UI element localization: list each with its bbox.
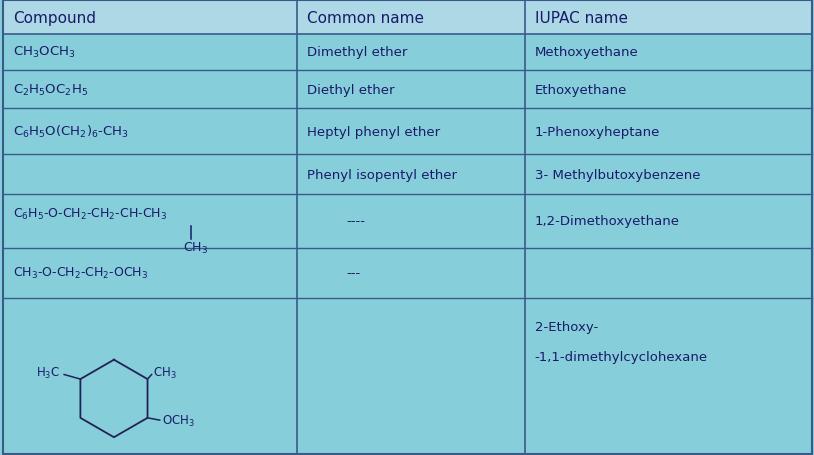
Text: $\mathrm{C_6H_5\text{-}O\text{-}CH_2\text{-}CH_2\text{-}CH\text{-}CH_3}$: $\mathrm{C_6H_5\text{-}O\text{-}CH_2\tex… (13, 206, 167, 221)
Text: Dimethyl ether: Dimethyl ether (307, 46, 407, 59)
Text: Compound: Compound (13, 10, 96, 25)
Text: 1,2-Dimethoxyethane: 1,2-Dimethoxyethane (535, 215, 680, 228)
Text: ----: ---- (346, 215, 365, 228)
FancyBboxPatch shape (3, 1, 812, 35)
Text: ---: --- (346, 267, 361, 279)
Text: $\mathrm{CH_3\text{-}O\text{-}CH_2\text{-}CH_2\text{-}OCH_3}$: $\mathrm{CH_3\text{-}O\text{-}CH_2\text{… (13, 265, 148, 281)
Text: $\mathrm{CH_3}$: $\mathrm{CH_3}$ (183, 240, 208, 255)
Text: $\mathrm{C_6H_5O(CH_2)_6\text{-}CH_3}$: $\mathrm{C_6H_5O(CH_2)_6\text{-}CH_3}$ (13, 124, 129, 140)
Text: Diethyl ether: Diethyl ether (307, 83, 394, 96)
Text: $\mathrm{C_2H_5OC_2H_5}$: $\mathrm{C_2H_5OC_2H_5}$ (13, 82, 88, 97)
Text: $\mathrm{CH_3OCH_3}$: $\mathrm{CH_3OCH_3}$ (13, 45, 76, 60)
Text: Ethoxyethane: Ethoxyethane (535, 83, 627, 96)
Text: IUPAC name: IUPAC name (535, 10, 628, 25)
Text: $\mathrm{CH_3}$: $\mathrm{CH_3}$ (153, 365, 177, 380)
Text: $\mathrm{OCH_3}$: $\mathrm{OCH_3}$ (162, 413, 195, 428)
Text: Methoxyethane: Methoxyethane (535, 46, 638, 59)
Text: $\mathrm{H_3C}$: $\mathrm{H_3C}$ (36, 365, 59, 380)
Text: Common name: Common name (307, 10, 424, 25)
Text: -1,1-dimethylcyclohexane: -1,1-dimethylcyclohexane (535, 350, 708, 364)
Text: Phenyl isopentyl ether: Phenyl isopentyl ether (307, 168, 457, 181)
Text: 3- Methylbutoxybenzene: 3- Methylbutoxybenzene (535, 168, 700, 181)
Text: 1-Phenoxyheptane: 1-Phenoxyheptane (535, 126, 660, 138)
Text: Heptyl phenyl ether: Heptyl phenyl ether (307, 126, 440, 138)
Text: 2-Ethoxy-: 2-Ethoxy- (535, 321, 598, 334)
